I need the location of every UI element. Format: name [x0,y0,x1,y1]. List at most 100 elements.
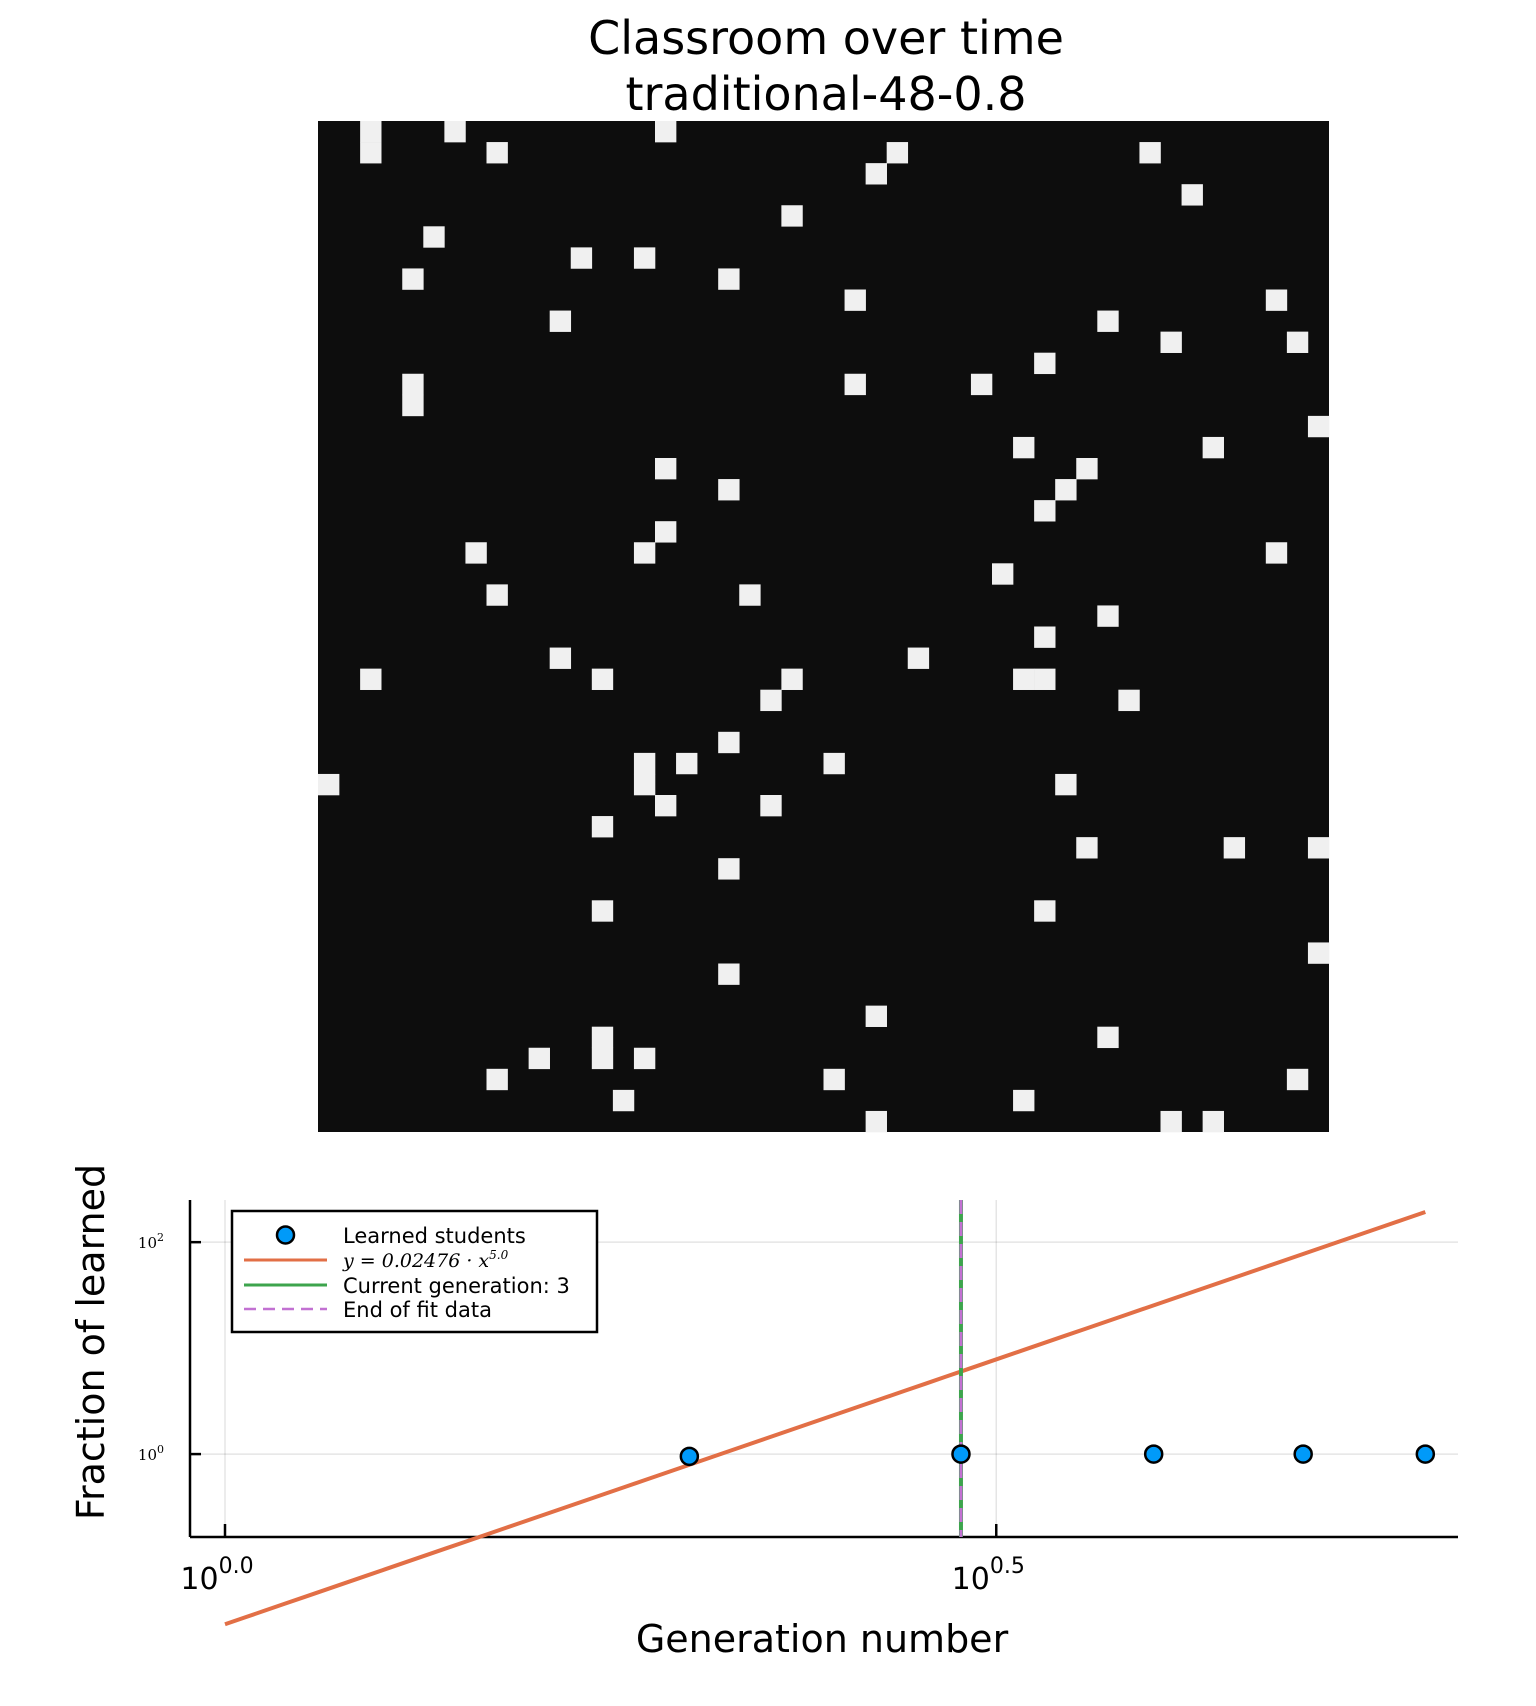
learned-students-point [1415,1444,1436,1464]
learned-cell [549,647,572,669]
learned-cell [1034,900,1056,922]
learned-cell [486,142,508,164]
learned-cell [633,247,656,269]
fit-line [224,1210,1426,1627]
learned-cell [718,479,740,501]
heatmap-background [318,121,1329,1132]
learned-cell [318,773,340,796]
learned-cell [1307,415,1330,438]
legend-fit-label: y = 0.02476 · x5.0 [342,1248,509,1272]
learned-cell [591,1026,614,1049]
learned-students-point [1143,1444,1164,1464]
learned-cell [1286,331,1309,353]
learned-cell [718,731,740,754]
learned-cell [676,752,698,775]
learned-cell [549,310,572,332]
y-tick-label: 100 [138,1443,164,1464]
learned-cell [886,142,909,164]
learned-cell [591,816,614,838]
learned-cell [760,795,782,817]
learned-cell [1202,1110,1224,1133]
learned-cell [1202,436,1224,459]
learned-cell [1055,773,1077,796]
learned-cell [1265,289,1288,311]
learned-cell [844,289,866,311]
learned-cell [423,226,445,248]
learned-cell [486,1068,508,1091]
learned-cell [718,963,740,985]
learned-students-point [679,1446,700,1467]
learned-cell [1139,142,1161,164]
learned-cell [655,121,677,143]
learned-cell [1097,605,1119,627]
learned-cell [570,247,593,269]
learned-cell [1181,184,1203,206]
learned-cell [655,795,677,817]
learned-cell [781,668,803,690]
learned-cell [1034,500,1056,522]
learned-cell [865,1005,887,1027]
learned-cell [360,668,382,690]
learned-cell [1160,331,1182,353]
legend-current-label: Current generation: 3 [343,1274,570,1298]
y-tick-label: 102 [138,1231,164,1252]
learned-cell [1013,436,1035,459]
learned-cell [360,142,382,164]
classroom-heatmap [318,121,1330,1133]
learned-cell [1097,1026,1119,1049]
learned-cell [1097,310,1119,332]
title-line-1: Classroom over time [588,11,1064,65]
learned-cell [633,773,656,796]
learned-cell [591,668,614,690]
learned-cell [402,268,424,290]
learned-cell [1013,1089,1035,1112]
learned-cell [739,584,761,606]
learned-cell [865,1110,887,1133]
learned-cell [718,268,740,290]
learned-cell [655,458,677,480]
learned-cell [992,563,1014,585]
learned-cell [1034,626,1056,648]
learned-cell [865,163,887,185]
learned-cell [528,1047,550,1070]
learned-cell [1013,668,1035,690]
title-line-2: traditional-48-0.8 [625,67,1026,121]
legend-scatter-marker [275,1225,296,1245]
learned-cell [444,121,466,143]
learned-cell [486,584,508,606]
learned-cell [1307,942,1330,964]
learned-cell [633,1047,656,1070]
learned-cell [1286,1068,1309,1091]
learned-students-point [951,1444,971,1464]
x-axis-label: Generation number [636,1617,1009,1661]
learned-students-point [1293,1444,1313,1464]
legend-end-label: End of fit data [343,1298,492,1322]
learned-cell [402,394,424,417]
learned-cell [970,373,993,396]
learned-cell [781,205,803,227]
x-tick-label: 100.5 [952,1554,1025,1597]
learned-cell [1223,837,1246,859]
learned-cell [1076,458,1098,480]
learned-cell [465,542,487,564]
learned-cell [633,752,656,775]
learned-cell [402,373,424,396]
learned-cell [907,647,930,669]
learned-cell [612,1089,635,1112]
learned-cell [1265,542,1288,564]
learned-cell [718,858,740,880]
learned-cell [591,1047,614,1070]
learned-cell [1034,352,1056,375]
learned-cell [1160,1110,1182,1133]
learned-cell [1034,668,1056,690]
learned-cell [360,121,382,143]
x-tick-label: 100.0 [180,1554,253,1597]
learned-cell [1118,689,1140,712]
learned-cell [844,373,866,396]
learned-cell [1055,479,1077,501]
learned-cell [591,900,614,922]
legend-scatter-label: Learned students [343,1224,526,1248]
